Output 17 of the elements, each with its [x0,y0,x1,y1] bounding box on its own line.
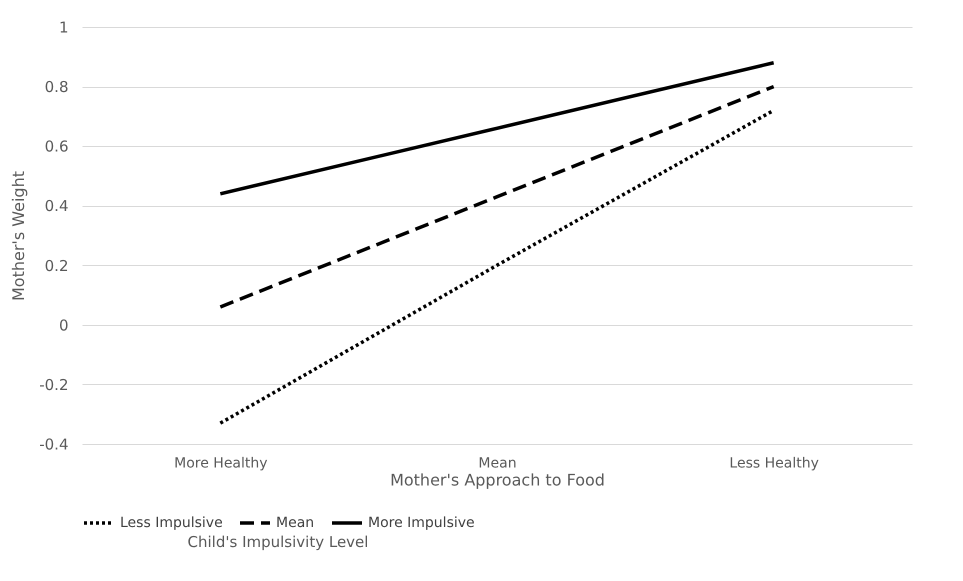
x-tick-label: Mean [478,456,517,472]
x-tick-label: More Healthy [174,456,268,472]
y-tick-label: 0.2 [44,256,68,275]
x-tick-label: Less Healthy [729,456,819,472]
y-tick-label: 1 [58,18,68,36]
y-tick-label: -0.4 [39,436,68,454]
legend-label: Less Impulsive [120,515,223,531]
y-tick-label: 0.8 [44,78,68,96]
y-tick-label: -0.2 [39,376,68,394]
y-axis-title: Mother's Weight [9,171,28,301]
legend-label: Mean [276,515,314,531]
y-tick-label: 0.6 [44,138,68,156]
y-tick-label: 0.4 [44,197,68,216]
x-axis-title: Mother's Approach to Food [390,470,605,490]
legend-label: More Impulsive [368,515,475,531]
legend-title: Child's Impulsivity Level [188,533,368,551]
y-tick-label: 0 [58,316,68,334]
